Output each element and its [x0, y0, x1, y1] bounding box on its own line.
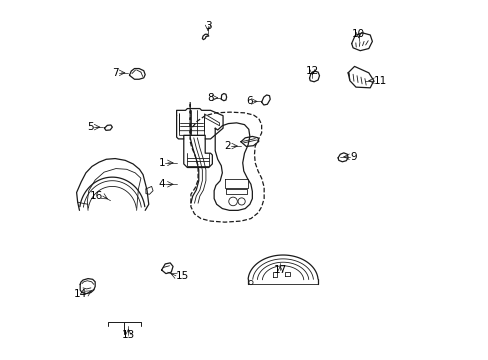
Text: 17: 17	[273, 265, 286, 275]
Text: 6: 6	[245, 96, 252, 107]
Text: 7: 7	[112, 68, 119, 78]
Text: 1: 1	[158, 158, 165, 168]
Text: 5: 5	[87, 122, 94, 132]
Text: 12: 12	[305, 66, 318, 76]
Text: 10: 10	[351, 28, 365, 39]
Text: 14: 14	[73, 289, 86, 298]
Text: 4: 4	[158, 179, 165, 189]
Text: 13: 13	[122, 330, 135, 341]
Text: 2: 2	[224, 141, 231, 151]
Text: 9: 9	[349, 152, 356, 162]
Text: 16: 16	[89, 191, 102, 201]
Text: 3: 3	[204, 21, 211, 31]
Text: 11: 11	[373, 76, 386, 86]
Text: 15: 15	[176, 271, 189, 281]
Text: 8: 8	[207, 93, 214, 103]
